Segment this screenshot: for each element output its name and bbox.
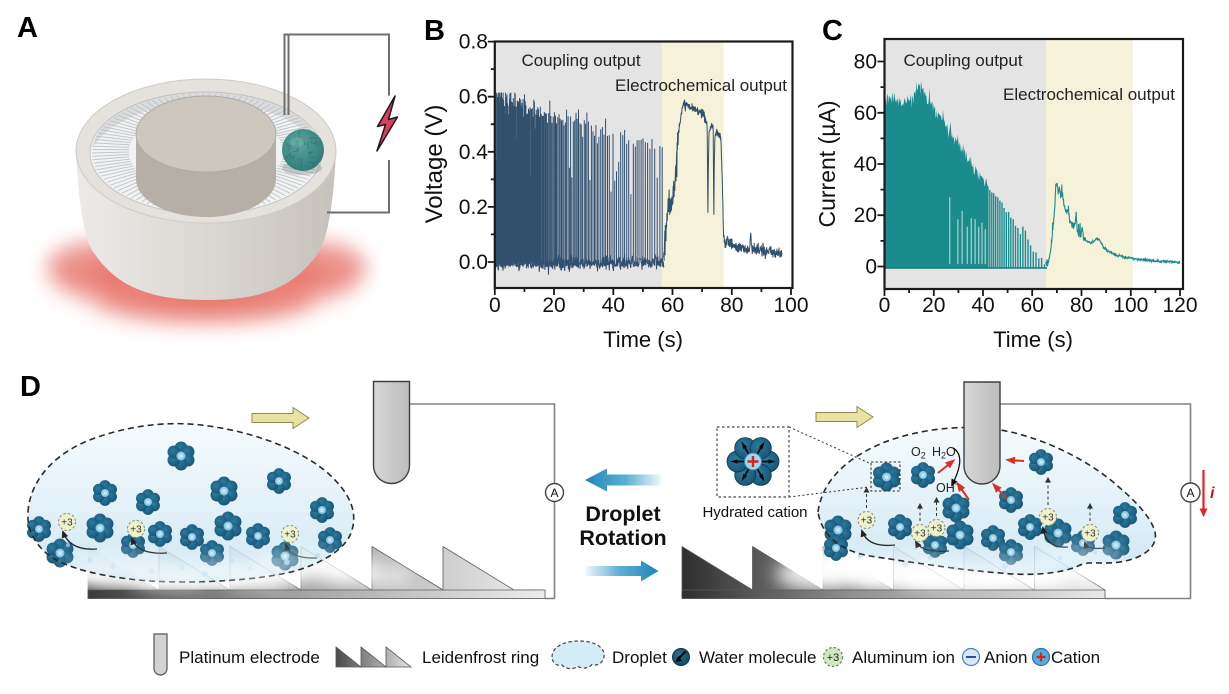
svg-text:Droplet: Droplet (585, 502, 660, 526)
svg-text:+3: +3 (931, 524, 943, 535)
svg-text:Platinum electrode: Platinum electrode (179, 648, 320, 667)
svg-text:Electrochemical output: Electrochemical output (615, 76, 787, 95)
svg-text:40: 40 (602, 294, 625, 317)
svg-text:80: 80 (720, 294, 743, 317)
svg-text:C: C (822, 15, 843, 47)
svg-text:Cation: Cation (1051, 648, 1100, 667)
svg-text:B: B (424, 15, 445, 47)
svg-text:0.2: 0.2 (459, 196, 488, 219)
svg-text:20: 20 (922, 294, 945, 317)
svg-text:20: 20 (854, 204, 877, 227)
svg-text:80: 80 (1070, 294, 1093, 317)
svg-text:0.4: 0.4 (459, 141, 489, 164)
svg-text:0: 0 (879, 294, 891, 317)
svg-text:0.8: 0.8 (459, 31, 488, 54)
svg-text:Droplet: Droplet (612, 648, 667, 667)
svg-text:Coupling output: Coupling output (521, 51, 640, 70)
svg-text:H2O: H2O (932, 445, 956, 461)
svg-text:+3: +3 (130, 525, 142, 536)
svg-text:Aluminum ion: Aluminum ion (852, 648, 955, 667)
svg-text:Rotation: Rotation (579, 526, 666, 550)
svg-text:Voltage (V): Voltage (V) (421, 105, 448, 224)
svg-text:100: 100 (773, 294, 808, 317)
svg-text:Water molecule: Water molecule (699, 648, 816, 667)
svg-text:100: 100 (1113, 294, 1148, 317)
svg-text:0: 0 (489, 294, 501, 317)
svg-text:40: 40 (854, 153, 877, 176)
svg-text:Anion: Anion (984, 648, 1027, 667)
svg-text:Time (s): Time (s) (993, 327, 1073, 352)
svg-text:Electrochemical output: Electrochemical output (1003, 85, 1175, 104)
svg-text:0.0: 0.0 (459, 251, 488, 274)
svg-text:+3: +3 (861, 516, 873, 527)
svg-text:60: 60 (661, 294, 684, 317)
svg-text:0.6: 0.6 (459, 86, 488, 109)
svg-text:+3: +3 (61, 518, 73, 529)
svg-text:+3: +3 (1042, 513, 1054, 524)
svg-text:80: 80 (854, 51, 877, 74)
svg-text:D: D (20, 371, 41, 403)
svg-text:A: A (17, 12, 38, 44)
svg-text:0: 0 (865, 256, 877, 279)
svg-text:Hydrated cation: Hydrated cation (702, 504, 807, 521)
svg-text:60: 60 (854, 102, 877, 125)
svg-text:40: 40 (971, 294, 994, 317)
svg-text:20: 20 (542, 294, 565, 317)
svg-text:+3: +3 (827, 652, 840, 664)
svg-text:Leidenfrost ring: Leidenfrost ring (422, 648, 539, 667)
svg-text:+3: +3 (914, 529, 926, 540)
svg-text:Coupling output: Coupling output (903, 51, 1022, 70)
svg-text:+3: +3 (1084, 529, 1096, 540)
svg-text:A: A (550, 486, 558, 500)
svg-text:120: 120 (1162, 294, 1197, 317)
svg-text:+3: +3 (284, 530, 296, 541)
svg-text:i: i (1210, 485, 1215, 502)
svg-text:A: A (1186, 486, 1194, 500)
svg-text:Current (µA): Current (µA) (814, 101, 840, 228)
svg-text:Time (s): Time (s) (603, 327, 683, 352)
svg-text:60: 60 (1021, 294, 1044, 317)
